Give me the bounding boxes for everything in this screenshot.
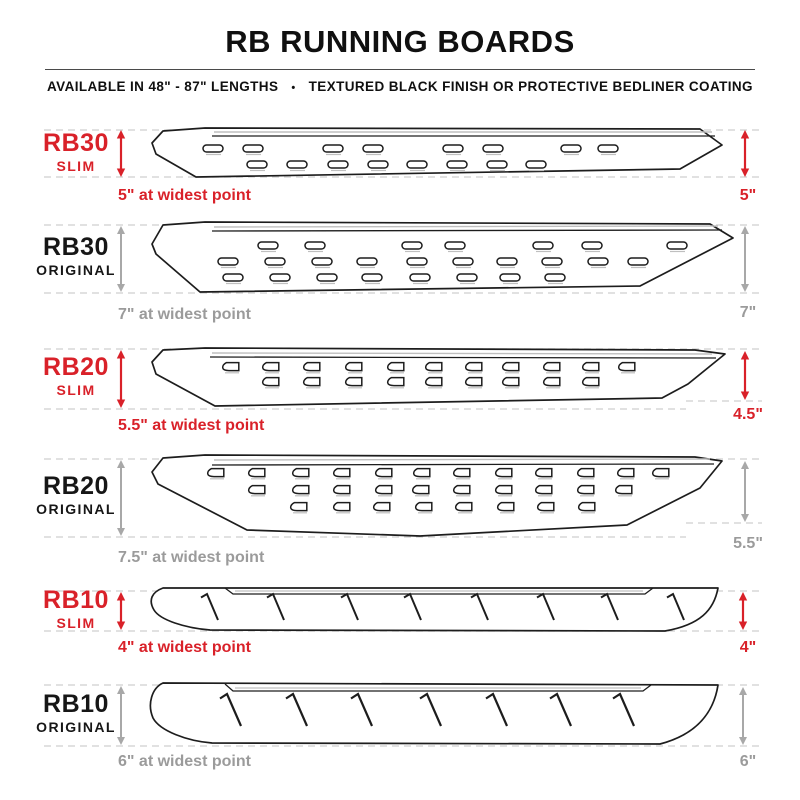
right-width-value: 4.5": [733, 406, 763, 423]
section-rb10-slim: RB10 SLIM 4" at widest point 4": [0, 580, 800, 660]
header-subtitle: AVAILABLE IN 48" - 87" LENGTHS • TEXTURED …: [0, 79, 800, 94]
width-caption: 4" at widest point: [118, 639, 251, 656]
page-title: RB RUNNING BOARDS: [225, 24, 575, 59]
board-illustration-rb20-slim: [44, 347, 762, 410]
width-caption: 7" at widest point: [118, 306, 251, 323]
width-caption: 6" at widest point: [118, 753, 251, 770]
model-variant: ORIGINAL: [36, 501, 116, 517]
right-dimension-arrow: [740, 130, 750, 177]
width-caption: 5.5" at widest point: [118, 417, 265, 434]
section-rb20-slim: RB20 SLIM 5.5" at widest point 4.5": [0, 340, 800, 448]
model-name: RB20: [43, 472, 109, 500]
board-illustration-rb10-original: [44, 682, 762, 747]
left-dimension-arrow: [117, 460, 125, 536]
board-label: RB20 SLIM: [26, 355, 126, 400]
model-name: RB10: [43, 690, 109, 718]
board-illustration-rb30-slim: [44, 127, 762, 178]
section-rb10-original: RB10 ORIGINAL 6" at widest point 6": [0, 676, 800, 772]
header-divider: [45, 69, 755, 70]
width-caption: 7.5" at widest point: [118, 549, 265, 566]
model-variant: SLIM: [56, 382, 96, 398]
right-width-value: 5": [739, 187, 757, 204]
board-outline: [151, 127, 723, 178]
model-name: RB30: [43, 129, 109, 157]
left-dimension-arrow: [117, 686, 125, 745]
board-label: RB30 SLIM: [26, 131, 126, 176]
model-name: RB20: [43, 353, 109, 381]
left-dimension-arrow: [116, 592, 126, 630]
model-variant: SLIM: [56, 615, 96, 631]
section-rb30-original: RB30 ORIGINAL 7" at widest point 7": [0, 218, 800, 340]
right-width-value: 4": [739, 639, 757, 656]
board-illustration-rb30-original: [44, 221, 762, 294]
subtitle-finish: TEXTURED BLACK FINISH OR PROTECTIVE BEDL…: [308, 79, 753, 94]
right-width-value: 5.5": [733, 535, 763, 552]
model-variant: SLIM: [56, 158, 96, 174]
board-illustration-rb10-slim: [44, 587, 762, 632]
board-outline: [151, 221, 734, 293]
right-dimension-arrow: [739, 687, 747, 745]
bullet-separator: •: [291, 82, 296, 94]
model-variant: ORIGINAL: [36, 719, 116, 735]
board-label: RB10 SLIM: [26, 588, 126, 633]
board-label: RB10 ORIGINAL: [26, 692, 126, 737]
section-rb20-original: RB20 ORIGINAL 7.5" at widest point 5.5": [0, 448, 800, 572]
board-label: RB20 ORIGINAL: [26, 474, 126, 519]
right-width-value: 6": [739, 753, 757, 770]
right-dimension-arrow: [738, 592, 748, 630]
model-name: RB10: [43, 586, 109, 614]
board-outline: [151, 454, 723, 537]
header: RB RUNNING BOARDS AVAILABLE IN 48" - 87"…: [0, 0, 800, 94]
model-variant: ORIGINAL: [36, 262, 116, 278]
left-dimension-arrow: [116, 130, 126, 177]
right-dimension-arrow: [741, 461, 749, 522]
right-width-value: 7": [739, 304, 757, 321]
subtitle-lengths: AVAILABLE IN 48" - 87" LENGTHS: [47, 79, 279, 94]
board-outline: [150, 587, 719, 632]
model-name: RB30: [43, 233, 109, 261]
left-dimension-arrow: [116, 350, 126, 408]
width-caption: 5" at widest point: [118, 187, 251, 204]
board-label: RB30 ORIGINAL: [26, 235, 126, 280]
board-outline: [149, 682, 719, 745]
right-dimension-arrow: [741, 226, 749, 292]
section-rb30-slim: RB30 SLIM 5" at widest point 5": [0, 112, 800, 218]
board-illustration-rb20-original: [44, 454, 762, 538]
left-dimension-arrow: [117, 226, 125, 292]
right-dimension-arrow: [740, 351, 750, 400]
